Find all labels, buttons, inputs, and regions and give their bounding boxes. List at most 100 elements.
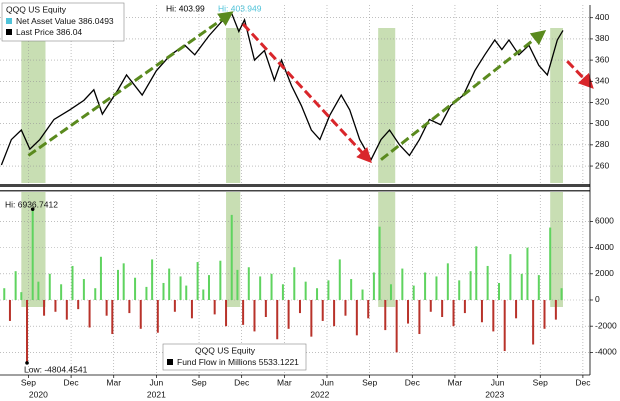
bar bbox=[537, 275, 540, 300]
x-tick-label: Mar bbox=[448, 377, 463, 387]
bar bbox=[372, 272, 375, 300]
bar bbox=[338, 259, 341, 300]
x-tick-label: Mar bbox=[277, 377, 292, 387]
bar bbox=[185, 285, 188, 300]
bar bbox=[316, 288, 319, 300]
bar bbox=[304, 281, 307, 300]
year-label: 2020 bbox=[29, 389, 48, 399]
bar bbox=[293, 267, 296, 300]
highlight-span bbox=[550, 192, 563, 307]
bar bbox=[156, 299, 159, 333]
bar bbox=[134, 277, 137, 300]
bar bbox=[321, 299, 324, 321]
bar bbox=[168, 268, 171, 300]
bar bbox=[492, 299, 495, 332]
extreme-dot bbox=[25, 361, 29, 365]
x-tick-label: Mar bbox=[106, 377, 121, 387]
y-tick-label: -4000 bbox=[595, 347, 617, 357]
bar bbox=[3, 288, 6, 300]
trend-arrow bbox=[242, 23, 372, 164]
bar bbox=[26, 299, 29, 363]
x-tick-label: Dec bbox=[234, 377, 250, 387]
x-tick-label: Jun bbox=[150, 377, 164, 387]
highlight-span bbox=[550, 28, 563, 183]
x-tick-label: Sep bbox=[362, 377, 377, 387]
bar bbox=[111, 299, 114, 335]
labels-layer: 260 280 300 320 340 360 380 400 -4000 -2000 0 2000 4… bbox=[0, 5, 617, 399]
bar bbox=[418, 299, 421, 335]
legend-box bbox=[1, 2, 125, 42]
bar bbox=[196, 262, 199, 300]
y-tick-label: 340 bbox=[595, 76, 609, 86]
legend-swatch bbox=[167, 359, 173, 365]
highlight-layer bbox=[21, 28, 563, 307]
annotation: Low: -4804.4541 bbox=[24, 364, 88, 374]
bar bbox=[213, 299, 216, 315]
bar bbox=[520, 273, 523, 300]
highlight-span bbox=[226, 28, 241, 183]
x-tick-label: Sep bbox=[21, 377, 36, 387]
bar bbox=[8, 299, 11, 321]
y-tick-label: 320 bbox=[595, 97, 609, 107]
bar bbox=[259, 276, 262, 300]
x-tick-label: Dec bbox=[405, 377, 421, 387]
bar bbox=[503, 299, 506, 352]
x-tick-label: Jun bbox=[491, 377, 505, 387]
x-tick-label: Dec bbox=[575, 377, 591, 387]
bar bbox=[486, 265, 489, 300]
bar bbox=[173, 299, 176, 312]
bar bbox=[219, 260, 222, 300]
price-line bbox=[0, 12, 564, 166]
highlight-span bbox=[378, 28, 396, 183]
bar bbox=[48, 273, 51, 300]
bar bbox=[276, 299, 279, 340]
legend-title: QQQ US Equity bbox=[195, 345, 256, 355]
bar bbox=[14, 271, 17, 300]
bar bbox=[475, 246, 478, 300]
bar bbox=[145, 286, 148, 300]
x-tick-label: Jun bbox=[320, 377, 334, 387]
legend-box bbox=[162, 343, 307, 371]
annotation: Hi: 403.949 bbox=[218, 3, 262, 13]
bar bbox=[253, 299, 256, 332]
legend-title: QQQ US Equity bbox=[6, 4, 67, 14]
bar bbox=[378, 226, 381, 300]
bar bbox=[190, 299, 193, 319]
bar bbox=[242, 299, 245, 325]
bar bbox=[554, 299, 557, 320]
bar bbox=[88, 299, 91, 328]
y-tick-label: -2000 bbox=[595, 320, 617, 330]
year-label: 2023 bbox=[485, 389, 504, 399]
bar bbox=[65, 299, 68, 320]
bar bbox=[441, 299, 444, 318]
bar bbox=[412, 285, 415, 300]
bar bbox=[162, 282, 165, 300]
bar bbox=[560, 288, 563, 300]
bar bbox=[225, 299, 228, 327]
extreme-dot bbox=[30, 207, 35, 211]
trend-arrow bbox=[566, 60, 594, 89]
y-tick-label: 400 bbox=[595, 12, 609, 22]
panel-divider bbox=[0, 190, 590, 192]
bar bbox=[77, 299, 80, 310]
bar bbox=[446, 263, 449, 300]
y-tick-label: 380 bbox=[595, 33, 609, 43]
bar bbox=[287, 299, 290, 329]
bar bbox=[20, 292, 23, 300]
trend-arrow bbox=[380, 30, 547, 161]
bar bbox=[117, 269, 119, 300]
bar bbox=[389, 284, 392, 300]
bar bbox=[509, 254, 512, 300]
bar bbox=[139, 299, 142, 329]
bar bbox=[543, 299, 546, 329]
bar bbox=[71, 265, 74, 300]
bar bbox=[463, 299, 466, 314]
bar bbox=[43, 299, 46, 316]
legend-swatch bbox=[6, 18, 12, 24]
bar bbox=[31, 209, 34, 300]
bar bbox=[207, 275, 210, 300]
bar bbox=[429, 299, 432, 312]
bar bbox=[526, 247, 529, 300]
bar bbox=[105, 299, 108, 316]
bar bbox=[350, 279, 353, 300]
